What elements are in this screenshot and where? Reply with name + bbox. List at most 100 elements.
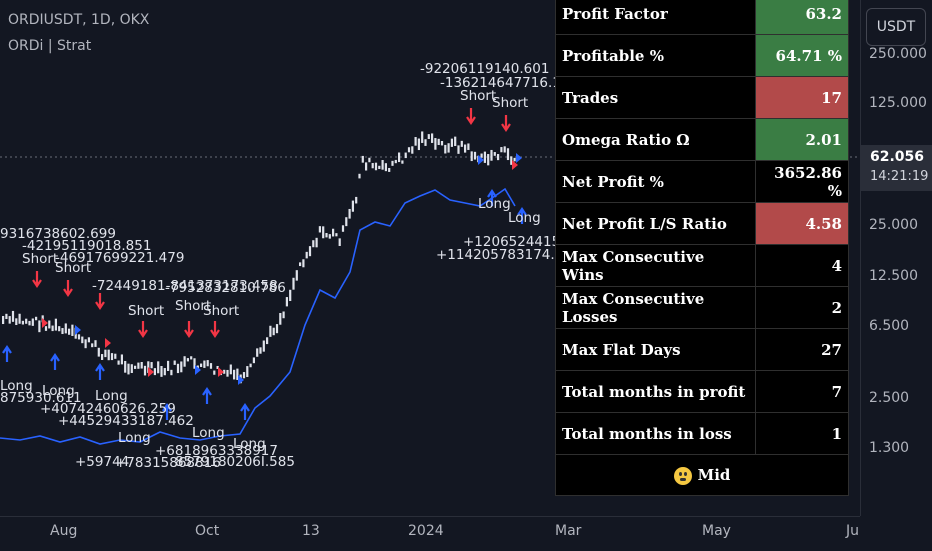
short-arrow-icon [466, 108, 476, 125]
stats-label: Total months in loss [555, 412, 756, 455]
stats-label: Net Profit % [555, 160, 756, 203]
candle [480, 153, 483, 158]
candle [266, 337, 269, 345]
candle [124, 360, 127, 373]
stats-value: 7 [755, 370, 849, 413]
candle [464, 144, 467, 153]
candle [368, 157, 371, 163]
rating-cell: Mid [555, 454, 849, 496]
candle [275, 324, 279, 334]
stats-row: Trades 17 [555, 76, 849, 119]
candle [51, 325, 54, 332]
face-icon [673, 466, 692, 485]
strategy-legend[interactable]: ORDi | Strat [8, 38, 92, 54]
price-chart[interactable]: -92206119140.601 -136214647716.116 Short… [0, 0, 860, 516]
candle [71, 324, 74, 336]
candle [242, 372, 246, 379]
candle [226, 369, 229, 377]
candle [203, 360, 206, 368]
strategy-stats-table: Profit Factor 63.2 Profitable % 64.71 % Trad… [555, 0, 849, 496]
price-tick: 12.500 [869, 268, 918, 284]
candle [256, 348, 259, 357]
candle [289, 289, 292, 302]
candle [510, 156, 513, 165]
short-arrow-icon [32, 271, 42, 288]
symbol-title[interactable]: ORDIUSDT, 1D, OKX [8, 12, 150, 28]
candle [236, 368, 239, 380]
candle [348, 208, 351, 219]
candle [381, 160, 384, 170]
candle [411, 146, 414, 154]
trade-label: +78315868816 [115, 455, 221, 471]
equity-curve [0, 187, 516, 445]
short-arrow-icon [95, 293, 105, 310]
candle [417, 138, 420, 151]
candle [272, 327, 275, 336]
rating-row: Mid [555, 454, 849, 496]
trade-labels: -92206119140.601 -136214647716.116 Short… [0, 61, 607, 471]
candle [44, 326, 48, 331]
candle [8, 316, 11, 324]
candle [117, 360, 120, 365]
entry-marker [195, 365, 201, 375]
candle [351, 200, 354, 212]
candle [186, 358, 189, 362]
trade-label: Long [0, 378, 33, 394]
long-arrow-icon [50, 353, 60, 370]
time-tick: 2024 [408, 523, 444, 539]
entry-marker [218, 367, 224, 377]
stats-value: 27 [755, 328, 849, 371]
short-arrow-icon [138, 321, 148, 338]
candle [15, 318, 18, 326]
time-tick: May [702, 523, 731, 539]
candle [490, 149, 493, 161]
stats-row: Max Consecutive Losses 2 [555, 286, 849, 329]
candle [68, 328, 71, 335]
stats-row: Profit Factor 63.2 [555, 0, 849, 35]
candle [2, 315, 5, 325]
time-axis[interactable]: Aug Oct 13 2024 Mar May Ju [0, 516, 860, 551]
candle [183, 356, 186, 367]
stats-label: Omega Ratio Ω [555, 118, 756, 161]
price-axis[interactable]: 250.000 125.000 25.000 12.500 6.500 2.50… [860, 0, 932, 516]
stats-value: 2.01 [755, 118, 849, 161]
candle [506, 148, 510, 161]
candle [87, 337, 90, 343]
candle [173, 360, 176, 365]
entry-marker [478, 155, 484, 165]
candle [157, 361, 160, 374]
candle [137, 362, 140, 369]
candle [223, 369, 226, 374]
candle [394, 159, 397, 164]
time-tick: Aug [50, 523, 78, 539]
candle [143, 365, 147, 376]
candle [54, 318, 57, 331]
trade-label: Long [192, 425, 225, 441]
stats-label: Trades [555, 76, 756, 119]
trade-label: Long [233, 436, 266, 452]
trade-label: -72449181-841373173.458 [92, 278, 278, 294]
candle [31, 318, 34, 326]
candle [457, 145, 460, 154]
rating-label: Mid [697, 465, 731, 484]
candle [101, 354, 104, 360]
candle [503, 146, 506, 153]
candle [269, 325, 272, 337]
entry-marker [148, 367, 154, 377]
candle [279, 313, 282, 325]
long-arrow-icon [487, 189, 497, 206]
trade-label: 9316738602.699 [0, 226, 116, 242]
short-arrow-icon [501, 115, 511, 132]
candle [120, 354, 123, 365]
short-arrow-icon [63, 280, 73, 297]
candle [170, 369, 173, 376]
candle [358, 173, 361, 179]
candle [440, 140, 444, 146]
candle [332, 228, 335, 237]
candle [341, 225, 345, 232]
short-arrow-icon [184, 321, 194, 338]
currency-button[interactable]: USDT [866, 8, 926, 46]
candle [180, 361, 183, 373]
candle [434, 138, 437, 150]
candle [18, 313, 21, 324]
